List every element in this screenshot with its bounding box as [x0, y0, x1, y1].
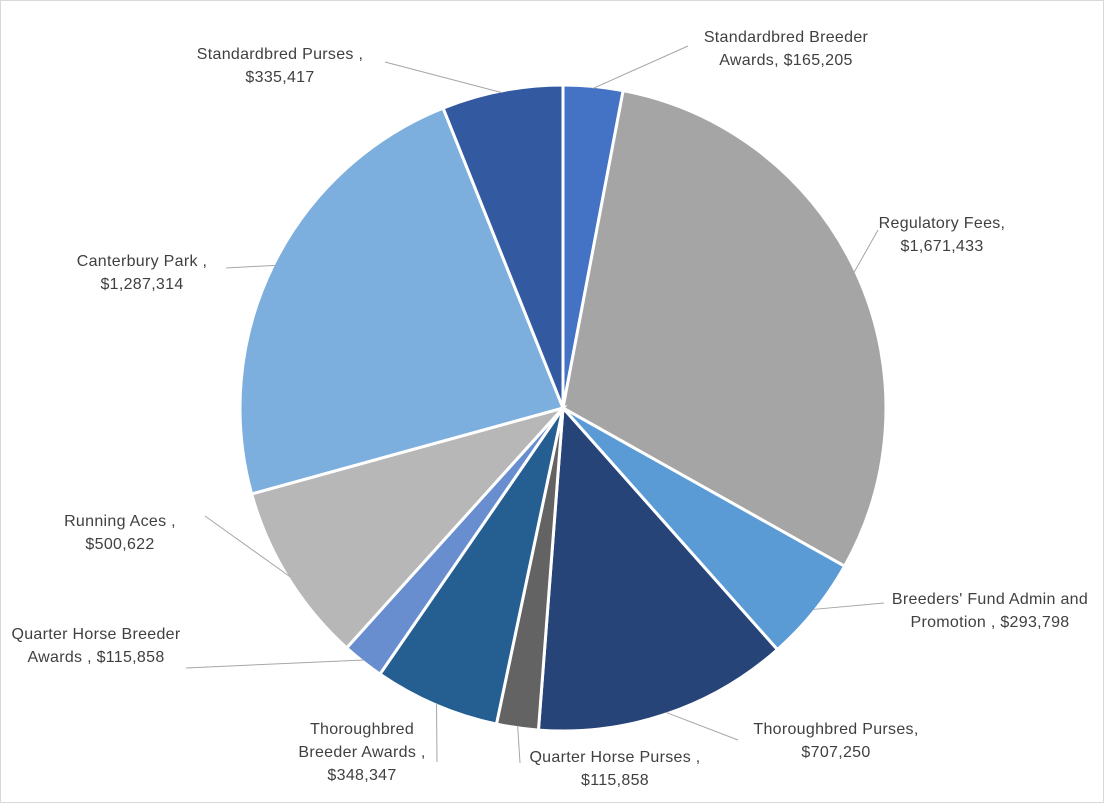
- leader-line: [517, 725, 521, 764]
- pie-slice: [238, 106, 566, 496]
- category-name: Thoroughbred Breeder Awards ,: [298, 721, 426, 761]
- pie-slice: [536, 404, 780, 733]
- data-label: Standardbred Breeder Awards, $165,205: [681, 26, 891, 72]
- value-label: $115,858: [581, 772, 649, 789]
- category-name: Canterbury Park ,: [76, 253, 208, 270]
- value-label: $707,250: [801, 744, 871, 761]
- category-name: Regulatory Fees,: [878, 215, 1006, 232]
- data-label: Standardbred Purses , $335,417: [160, 43, 400, 89]
- value-label: $115,858: [96, 649, 165, 666]
- data-label: Quarter Horse Breeder Awards , $115,858: [9, 623, 184, 669]
- leader-line: [204, 515, 291, 578]
- value-label: $335,417: [245, 69, 315, 86]
- leader-line: [225, 264, 276, 269]
- value-label: $1,287,314: [100, 276, 184, 293]
- leader-line: [185, 659, 365, 669]
- category-name: Quarter Horse Purses ,: [529, 749, 701, 766]
- value-label: $500,622: [85, 536, 155, 553]
- value-label: $165,205: [783, 52, 853, 69]
- category-name: Standardbred Purses ,: [196, 46, 364, 63]
- data-label: Regulatory Fees, $1,671,433: [867, 212, 1017, 258]
- category-name: Breeders' Fund Admin and Promotion ,: [891, 591, 1089, 631]
- leader-line: [592, 45, 689, 89]
- data-label: Running Aces , $500,622: [40, 510, 200, 556]
- data-label: Canterbury Park , $1,287,314: [37, 250, 247, 296]
- leader-line: [853, 229, 879, 273]
- data-label: Thoroughbred Purses, $707,250: [726, 718, 946, 764]
- category-name: Standardbred Breeder Awards,: [703, 29, 869, 69]
- value-label: $293,798: [1000, 614, 1070, 631]
- category-name: Running Aces ,: [64, 513, 176, 530]
- value-label: $348,347: [327, 767, 397, 784]
- category-name: Thoroughbred Purses,: [753, 721, 919, 738]
- leader-line: [665, 711, 739, 741]
- pie-slice: [249, 405, 568, 650]
- data-label: Thoroughbred Breeder Awards , $348,347: [287, 718, 437, 787]
- value-label: $1,671,433: [900, 238, 984, 255]
- leader-line: [384, 61, 503, 94]
- leader-line: [812, 602, 885, 610]
- pie-slice: [377, 407, 565, 726]
- pie-slice: [441, 83, 565, 409]
- category-name: Quarter Horse Breeder Awards ,: [11, 626, 181, 666]
- pie-slice: [561, 88, 888, 569]
- data-label: Quarter Horse Purses , $115,858: [515, 746, 715, 792]
- data-label: Breeders' Fund Admin and Promotion , $29…: [883, 588, 1098, 634]
